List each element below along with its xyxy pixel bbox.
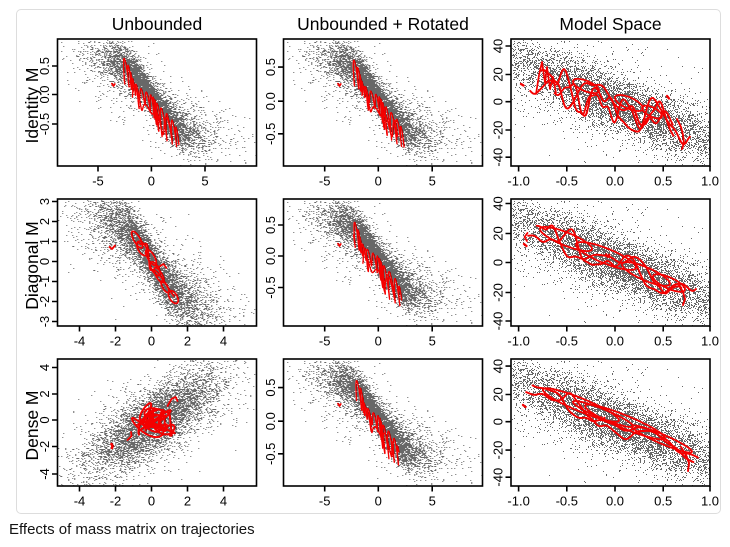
svg-text:-0.5: -0.5 <box>556 494 578 509</box>
svg-text:-20: -20 <box>490 441 505 460</box>
svg-text:-5: -5 <box>319 174 331 189</box>
svg-text:4: 4 <box>220 334 227 349</box>
svg-text:-0.5: -0.5 <box>556 334 578 349</box>
svg-text:-2: -2 <box>110 494 122 509</box>
svg-text:0.0: 0.0 <box>263 92 278 110</box>
svg-text:Model Space: Model Space <box>559 14 661 34</box>
svg-text:0: 0 <box>148 494 155 509</box>
svg-text:-5: -5 <box>319 334 331 349</box>
svg-text:0.5: 0.5 <box>654 494 672 509</box>
svg-text:0.0: 0.0 <box>263 412 278 430</box>
svg-text:-2: -2 <box>110 334 122 349</box>
svg-text:2: 2 <box>184 334 191 349</box>
svg-text:0.5: 0.5 <box>263 379 278 397</box>
svg-text:-0.5: -0.5 <box>263 443 278 465</box>
svg-text:5: 5 <box>429 174 436 189</box>
svg-text:-40: -40 <box>490 148 505 167</box>
svg-text:0: 0 <box>37 416 52 423</box>
svg-text:5: 5 <box>429 334 436 349</box>
svg-text:Dense M: Dense M <box>22 390 42 460</box>
svg-text:-1.0: -1.0 <box>507 334 529 349</box>
svg-text:-2: -2 <box>37 441 52 453</box>
svg-text:1.0: 1.0 <box>701 334 719 349</box>
svg-text:-1.0: -1.0 <box>507 174 529 189</box>
svg-text:2: 2 <box>37 390 52 397</box>
svg-text:5: 5 <box>201 174 208 189</box>
svg-text:4: 4 <box>220 494 227 509</box>
svg-text:2: 2 <box>184 494 191 509</box>
svg-text:2: 2 <box>37 218 52 225</box>
svg-text:0.0: 0.0 <box>606 494 624 509</box>
svg-text:0: 0 <box>148 174 155 189</box>
svg-text:20: 20 <box>490 226 505 240</box>
svg-text:-4: -4 <box>74 494 86 509</box>
svg-text:-0.5: -0.5 <box>37 113 52 135</box>
svg-text:0: 0 <box>375 174 382 189</box>
svg-text:-0.5: -0.5 <box>263 276 278 298</box>
svg-text:0: 0 <box>375 334 382 349</box>
svg-text:0.5: 0.5 <box>263 216 278 234</box>
svg-text:0: 0 <box>490 418 505 425</box>
svg-text:-0.5: -0.5 <box>556 174 578 189</box>
svg-text:0.0: 0.0 <box>606 174 624 189</box>
svg-text:-2: -2 <box>37 296 52 308</box>
svg-text:0.5: 0.5 <box>37 57 52 75</box>
svg-text:20: 20 <box>490 67 505 81</box>
svg-text:0: 0 <box>490 98 505 105</box>
svg-text:20: 20 <box>490 387 505 401</box>
svg-text:-4: -4 <box>74 334 86 349</box>
svg-text:Diagonal M: Diagonal M <box>22 221 42 310</box>
svg-text:4: 4 <box>37 364 52 371</box>
svg-text:5: 5 <box>429 494 436 509</box>
svg-text:Unbounded + Rotated: Unbounded + Rotated <box>297 14 469 34</box>
svg-text:1.0: 1.0 <box>701 174 719 189</box>
svg-text:40: 40 <box>490 39 505 53</box>
svg-text:0.0: 0.0 <box>37 85 52 103</box>
svg-text:0: 0 <box>375 494 382 509</box>
svg-text:0.0: 0.0 <box>263 247 278 265</box>
svg-text:-5: -5 <box>92 174 104 189</box>
svg-text:0: 0 <box>37 258 52 265</box>
svg-text:-1.0: -1.0 <box>507 494 529 509</box>
svg-text:-3: -3 <box>37 316 52 328</box>
svg-text:0.5: 0.5 <box>654 174 672 189</box>
svg-text:-5: -5 <box>319 494 331 509</box>
svg-text:Unbounded: Unbounded <box>112 14 203 34</box>
svg-text:-40: -40 <box>490 468 505 487</box>
svg-text:3: 3 <box>37 198 52 205</box>
svg-text:0.5: 0.5 <box>263 58 278 76</box>
svg-text:-20: -20 <box>490 121 505 140</box>
svg-text:Identity M: Identity M <box>22 68 42 144</box>
svg-text:40: 40 <box>490 359 505 373</box>
svg-text:-0.5: -0.5 <box>263 123 278 145</box>
svg-text:1.0: 1.0 <box>701 494 719 509</box>
svg-text:0: 0 <box>490 259 505 266</box>
svg-text:0.5: 0.5 <box>654 334 672 349</box>
svg-text:0: 0 <box>148 334 155 349</box>
svg-text:-20: -20 <box>490 283 505 302</box>
svg-text:0.0: 0.0 <box>606 334 624 349</box>
svg-text:40: 40 <box>490 196 505 210</box>
svg-text:-1: -1 <box>37 276 52 288</box>
svg-text:-40: -40 <box>490 312 505 331</box>
svg-text:1: 1 <box>37 238 52 245</box>
svg-text:-4: -4 <box>37 468 52 480</box>
